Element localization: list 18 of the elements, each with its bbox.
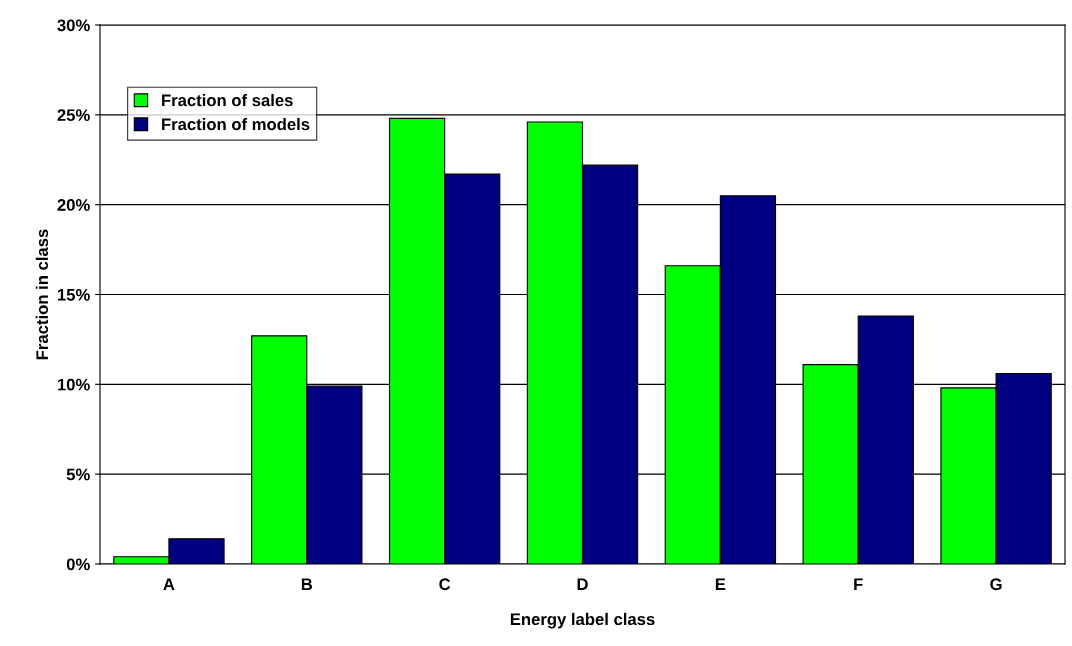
x-tick-label: F xyxy=(854,578,863,590)
y-tick-label: 20% xyxy=(57,199,90,211)
x-tick-label: A xyxy=(163,578,175,590)
y-tick-label: 5% xyxy=(66,468,90,481)
legend-label: Fraction of models xyxy=(162,117,310,131)
y-tick-label: 10% xyxy=(57,378,90,391)
legend-label: Fraction of sales xyxy=(162,93,293,107)
y-axis-title: Fraction in class xyxy=(35,229,49,360)
x-tick-label: C xyxy=(439,578,451,591)
x-tick-label: G xyxy=(990,578,1002,591)
y-tick-label: 25% xyxy=(57,109,90,122)
y-tick-label: 15% xyxy=(57,288,90,301)
x-tick-label: B xyxy=(301,578,313,590)
x-tick-label: E xyxy=(715,578,726,590)
x-axis-title: Energy label class xyxy=(510,612,655,629)
y-tick-label: 30% xyxy=(57,19,90,32)
x-tick-label: D xyxy=(577,578,588,590)
y-tick-label: 0% xyxy=(66,558,90,571)
